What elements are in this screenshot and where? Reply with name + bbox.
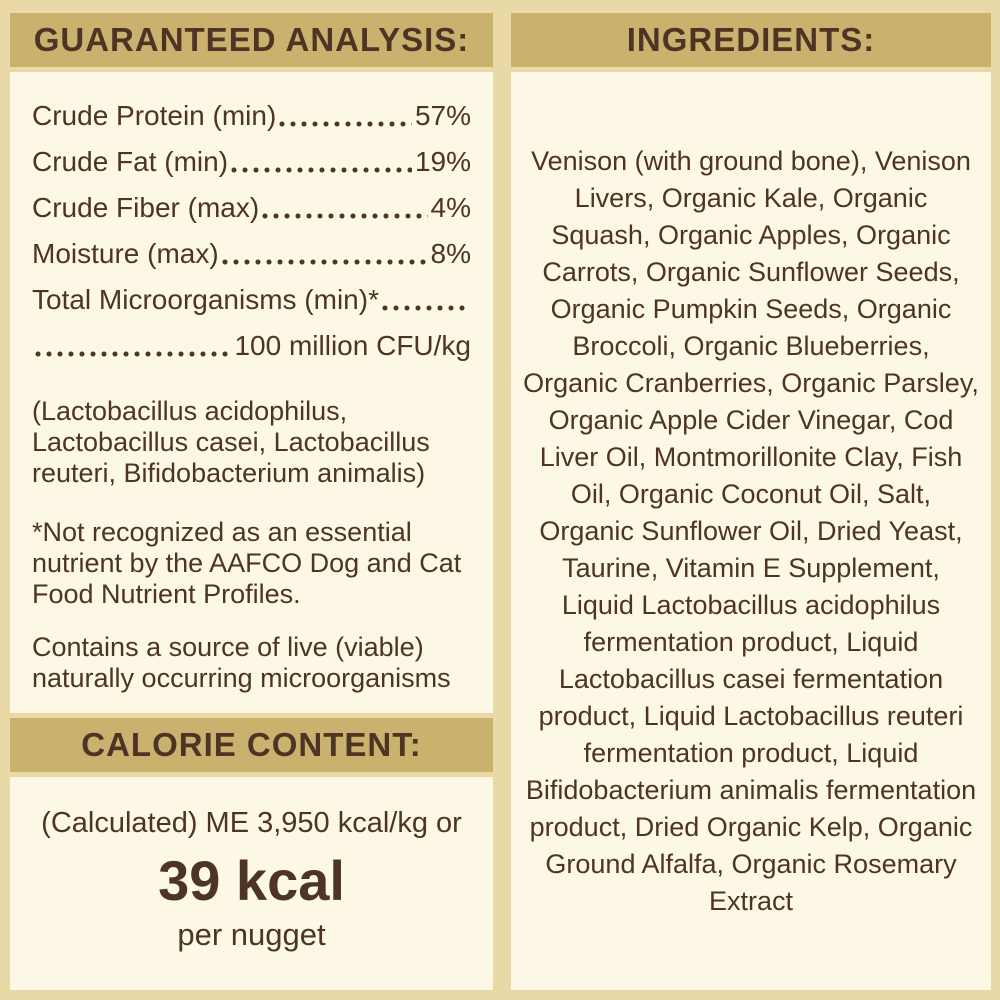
analysis-label: Crude Fat (min) [32, 146, 229, 177]
calorie-content-header: CALORIE CONTENT: [10, 718, 493, 772]
dot-leader [35, 351, 232, 357]
calorie-content-panel: (Calculated) ME 3,950 kcal/kg or 39 kcal… [10, 777, 493, 990]
aafco-footnote: *Not recognized as an essential nutrient… [32, 517, 462, 609]
ingredients-panel: Venison (with ground bone), Venison Live… [511, 72, 991, 990]
guaranteed-analysis-panel: Crude Protein (min) 57% Crude Fat (min) … [10, 72, 493, 713]
right-column: INGREDIENTS: Venison (with ground bone),… [511, 13, 991, 990]
analysis-row-moisture: Moisture (max) 8% [32, 238, 471, 270]
analysis-label: Total Microorganisms (min)* [32, 284, 379, 315]
analysis-value: 19% [414, 146, 471, 177]
analysis-row-crude-protein: Crude Protein (min) 57% [32, 100, 471, 132]
analysis-row-cfu: 100 million CFU/kg [32, 330, 471, 362]
ingredients-header: INGREDIENTS: [511, 13, 991, 67]
analysis-row-crude-fiber: Crude Fiber (max) 4% [32, 192, 471, 224]
ingredients-title: INGREDIENTS: [626, 21, 876, 58]
guaranteed-analysis-header: GUARANTEED ANALYSIS: [10, 13, 493, 67]
calorie-per-nugget-label: per nugget [177, 917, 326, 952]
guaranteed-analysis-title: GUARANTEED ANALYSIS: [33, 21, 470, 58]
calorie-calculated-line: (Calculated) ME 3,950 kcal/kg or [41, 807, 462, 839]
live-microorganisms-note: Contains a source of live (viable) natur… [32, 632, 451, 693]
analysis-value: 8% [430, 238, 471, 269]
dot-leader [381, 305, 468, 311]
analysis-row-crude-fat: Crude Fat (min) 19% [32, 146, 471, 178]
analysis-label: Moisture (max) [32, 238, 219, 269]
dot-leader [279, 121, 412, 127]
calorie-kcal-value: 39 kcal [158, 849, 345, 912]
analysis-value: 100 million CFU/kg [234, 330, 471, 361]
analysis-label: Crude Protein (min) [32, 100, 277, 131]
left-column: GUARANTEED ANALYSIS: Crude Protein (min)… [10, 13, 493, 990]
analysis-value: 4% [430, 192, 471, 223]
analysis-label: Crude Fiber (max) [32, 192, 260, 223]
dot-leader [221, 259, 428, 265]
analysis-row-total-microorganisms: Total Microorganisms (min)* [32, 284, 471, 316]
ingredients-list: Venison (with ground bone), Venison Live… [523, 145, 979, 916]
dot-leader [262, 213, 428, 219]
probiotics-note: (Lactobacillus acidophilus, Lactobacillu… [32, 396, 430, 488]
dot-leader [231, 167, 412, 173]
analysis-value: 57% [414, 100, 471, 131]
calorie-content-title: CALORIE CONTENT: [81, 726, 422, 763]
